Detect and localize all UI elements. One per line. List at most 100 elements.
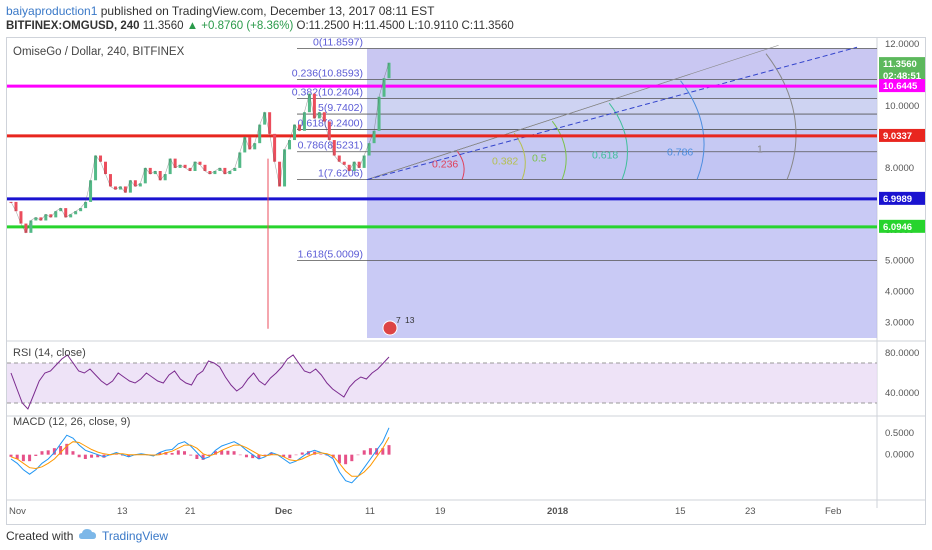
fib-band: [367, 114, 877, 130]
rsi-band: [7, 363, 877, 403]
price-badge: [879, 191, 925, 205]
publish-info: published on TradingView.com, December 1…: [100, 4, 435, 18]
author-link[interactable]: baiyaproduction1: [6, 4, 98, 18]
macd-histogram-bar: [244, 454, 248, 458]
fib-level-label: 1.618(5.0009): [298, 249, 363, 261]
price-candle: [104, 161, 107, 175]
macd-histogram-bar: [288, 454, 292, 459]
price-candle: [74, 211, 78, 215]
price-candle: [367, 143, 371, 156]
macd-histogram-bar: [83, 454, 87, 459]
price-candle: [39, 217, 43, 221]
price-badge: [879, 69, 925, 83]
macd-histogram-bar: [21, 454, 25, 462]
macd-histogram-bar: [102, 454, 106, 458]
price-candle: [34, 217, 38, 221]
macd-histogram-bar: [158, 452, 162, 455]
macd-histogram-bar: [183, 451, 187, 455]
trend-dashed-line: [366, 46, 858, 181]
price-candle: [377, 96, 381, 131]
price-candle: [372, 130, 376, 144]
signal-line: [10, 437, 390, 477]
price-axis-tick: 4.0000: [885, 287, 914, 298]
price-candle: [283, 149, 287, 187]
macd-histogram-bar: [294, 454, 298, 456]
fan-arc: [608, 102, 628, 180]
price-badge: [879, 128, 925, 142]
time-axis-tick: Dec: [275, 506, 292, 517]
time-axis-tick: 19: [435, 506, 446, 517]
open-value: O:11.2500: [296, 20, 350, 32]
price-axis-tick: 5.0000: [885, 256, 914, 267]
price-candle: [258, 124, 262, 144]
macd-histogram-bar: [90, 454, 94, 458]
price-candle: [44, 214, 48, 221]
price-badge-label: 6.9989: [883, 194, 912, 205]
price-badge: [879, 57, 925, 71]
event-marker-label: 7: [396, 315, 401, 325]
chart-svg[interactable]: 0(11.8597) 0.236(10.8593) 0.382(10.2404) 5(…: [7, 38, 925, 524]
macd-histogram-bar: [59, 446, 63, 455]
price-badge-label: 9.0337: [883, 131, 912, 142]
price-line: [10, 62, 390, 234]
price-candle: [29, 220, 33, 233]
price-axis-tick: 3.0000: [885, 318, 914, 329]
fan-ray: [366, 44, 779, 180]
macd-axis-tick: 0.0000: [885, 450, 914, 461]
macd-histogram-bar: [387, 445, 391, 455]
fib-level-label: 1(7.6206): [318, 168, 363, 180]
price-candle: [218, 167, 222, 171]
macd-histogram-bar: [195, 454, 199, 459]
rsi-line: [10, 354, 390, 410]
tradingview-brand[interactable]: TradingView: [102, 529, 169, 543]
price-candle: [133, 180, 137, 187]
macd-histogram-bar: [263, 454, 267, 456]
price-candle: [337, 155, 341, 162]
fib-band: [367, 129, 877, 152]
fib-band: [367, 79, 877, 99]
macd-histogram-bar: [220, 450, 224, 455]
price-candle: [64, 208, 68, 218]
low-value: L:10.9110: [408, 20, 459, 32]
macd-histogram-bar: [226, 450, 230, 455]
price-candle: [59, 208, 63, 212]
price-candle: [253, 143, 257, 150]
price-candle: [273, 133, 277, 162]
price-candle: [54, 211, 58, 218]
chart-title: OmiseGo / Dollar, 240, BITFINEX: [13, 46, 185, 58]
price-axis-tick: 10.0000: [885, 101, 919, 112]
macd-histogram-bar: [356, 454, 360, 456]
time-axis-tick: Nov: [9, 506, 26, 517]
price-candle: [307, 93, 311, 113]
chart-area[interactable]: 0(11.8597) 0.236(10.8593) 0.382(10.2404) 5(…: [6, 37, 926, 525]
publish-line: baiyaproduction1 published on TradingVie…: [6, 4, 435, 18]
price-candle: [387, 62, 391, 79]
macd-histogram-bar: [251, 454, 255, 459]
macd-histogram-bar: [40, 451, 44, 455]
fan-label: 0.236: [432, 159, 458, 171]
price-candle: [243, 136, 247, 153]
price-badge-label: 6.0946: [883, 222, 912, 233]
event-marker-value: 13: [405, 315, 415, 325]
fib-level-label: 0.236(10.8593): [292, 67, 363, 79]
fib-level-label: 0(11.8597): [313, 38, 363, 49]
time-axis-tick: 15: [675, 506, 686, 517]
price-candle: [347, 164, 351, 171]
fib-level-label: 0.786(8.5231): [298, 140, 363, 152]
price-candle: [322, 112, 326, 122]
price-candle: [238, 152, 242, 168]
macd-histogram-bar: [238, 454, 242, 456]
price-candle: [228, 170, 232, 175]
price-candle: [193, 161, 197, 171]
macd-histogram-bar: [170, 452, 174, 455]
price-axis-tick: 8.0000: [885, 163, 914, 174]
price-candle: [113, 186, 117, 190]
price-badge: [879, 219, 925, 233]
rsi-axis-tick: 40.0000: [885, 388, 919, 399]
price-candle: [317, 112, 321, 119]
macd-histogram-bar: [46, 450, 50, 455]
macd-histogram-bar: [201, 454, 205, 460]
macd-histogram-bar: [176, 450, 180, 455]
price-candle: [79, 208, 83, 212]
price-candle: [288, 140, 292, 150]
